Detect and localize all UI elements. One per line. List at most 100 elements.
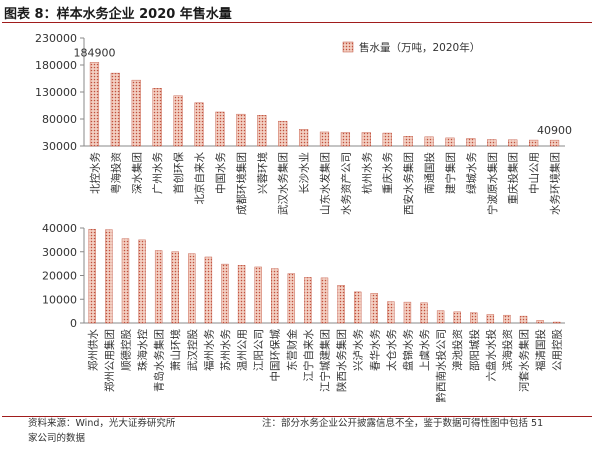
bar [340,132,351,147]
bar [519,315,528,324]
x-category-label: 青岛水务集团 [153,329,166,392]
bar [503,314,511,324]
x-category-label: 陕西水务集团 [335,329,348,392]
x-category-label: 珠海水控 [136,329,149,371]
bar [138,239,146,324]
bar [254,266,262,324]
x-category-label: 重庆水务 [381,152,394,194]
x-category-label: 北京自来水 [193,152,206,205]
bar [420,302,428,324]
y-tick-label: 230000 [35,32,77,45]
figure-title: 图表 8：样本水务企业 2020 年售水量 [4,7,232,22]
x-category-label: 上虞水务 [418,329,431,371]
y-tick-label: 80000 [42,113,77,126]
bar [370,293,378,324]
x-category-label: 武汉控股 [186,329,199,371]
x-category-label: 中国环保城 [269,329,282,382]
legend-swatch [342,41,354,53]
x-category-label: 河套水务集团 [518,329,531,392]
x-category-label: 顺德控股 [119,329,132,371]
bar [424,136,434,147]
y-tick-label: 180000 [35,59,77,72]
x-category-label: 西安水务集团 [402,152,415,215]
x-category-label: 南通国投 [423,152,436,194]
x-category-label: 公用控股 [551,329,564,371]
x-category-label: 太仓水务 [385,329,398,371]
x-category-label: 水务资产公司 [339,152,352,215]
x-category-label: 绿城水务 [465,152,478,194]
bar [236,113,246,147]
bar [204,256,213,324]
x-category-label: 兴泸水务 [352,329,365,371]
bar [221,263,229,324]
x-category-label: 中国水务 [214,152,227,194]
x-category-label: 建宁集团 [444,152,457,194]
footnote: 注：部分水务企业公开披露信息不全，鉴于数据可得性图中包括 51 [262,418,544,429]
bar [173,95,183,147]
bar [553,321,561,324]
bar [131,79,141,147]
x-category-label: 郑州供水 [86,329,99,371]
bar [88,228,96,324]
bar [403,136,413,147]
bar [105,229,113,324]
x-category-label: 首创环保 [172,152,185,194]
x-category-label: 山东水发集团 [319,152,332,215]
bar [436,310,445,324]
bar [319,131,330,147]
source-note-line1: 资料来源：Wind，光大证券研究所 [28,418,176,429]
x-category-label: 中山公用 [528,152,541,194]
x-category-label: 水务环境集团 [549,152,562,215]
y-tick-label: 40000 [42,222,77,235]
x-category-label: 滨海投资 [501,329,514,371]
y-tick-label: 10000 [42,293,77,306]
bar [549,139,560,147]
x-category-label: 武汉水务集团 [277,152,290,215]
bar [110,72,120,147]
data-label: 184900 [73,46,115,59]
title-rule [2,22,592,23]
x-category-label: 福清国投 [534,329,547,371]
x-category-label: 六盘水水投 [484,329,497,382]
x-category-label: 深水集团 [130,152,143,194]
bar [152,88,162,147]
x-category-label: 广州水务 [151,152,164,194]
x-category-label: 邵阳城投 [468,329,481,371]
bar [215,111,225,147]
x-category-label: 重庆投集团 [507,152,520,205]
x-category-label: 黔西南水投公司 [435,329,448,403]
bar [453,311,461,324]
bar [486,314,495,324]
x-category-label: 苏州水务 [219,329,232,371]
bar [466,138,476,147]
bar [171,251,179,324]
x-category-label: 萧山环境 [169,329,182,371]
bar [508,139,518,147]
y-tick-label: 20000 [42,270,77,283]
legend-label: 售水量（万吨，2020年） [359,41,480,54]
bar [237,265,246,324]
bar [304,277,312,324]
source-note-line2: 家公司的数据 [28,433,86,444]
bar [121,238,130,324]
x-category-label: 宁波原水集团 [486,152,499,215]
x-category-label: 长沙水业 [299,152,311,194]
bar [298,129,309,147]
x-category-label: 江阳公司 [253,329,265,371]
bar [188,253,196,324]
x-category-label: 东营财金 [285,329,298,371]
bar [403,301,412,324]
x-category-label: 杭州水务 [360,152,373,194]
x-category-label: 温州公用 [237,329,249,371]
source-note: 资料来源：Wind，光大证券研究所 家公司的数据 [28,416,248,446]
y-tick-label: 0 [70,317,77,330]
bar [387,301,395,324]
bar [257,115,267,147]
bar [278,120,288,147]
x-category-label: 郑州公用集团 [103,329,116,392]
x-category-label: 漳池投资 [451,329,464,371]
x-category-label: 春华水务 [368,329,381,371]
data-label: 40900 [537,124,572,137]
bar [353,291,362,324]
